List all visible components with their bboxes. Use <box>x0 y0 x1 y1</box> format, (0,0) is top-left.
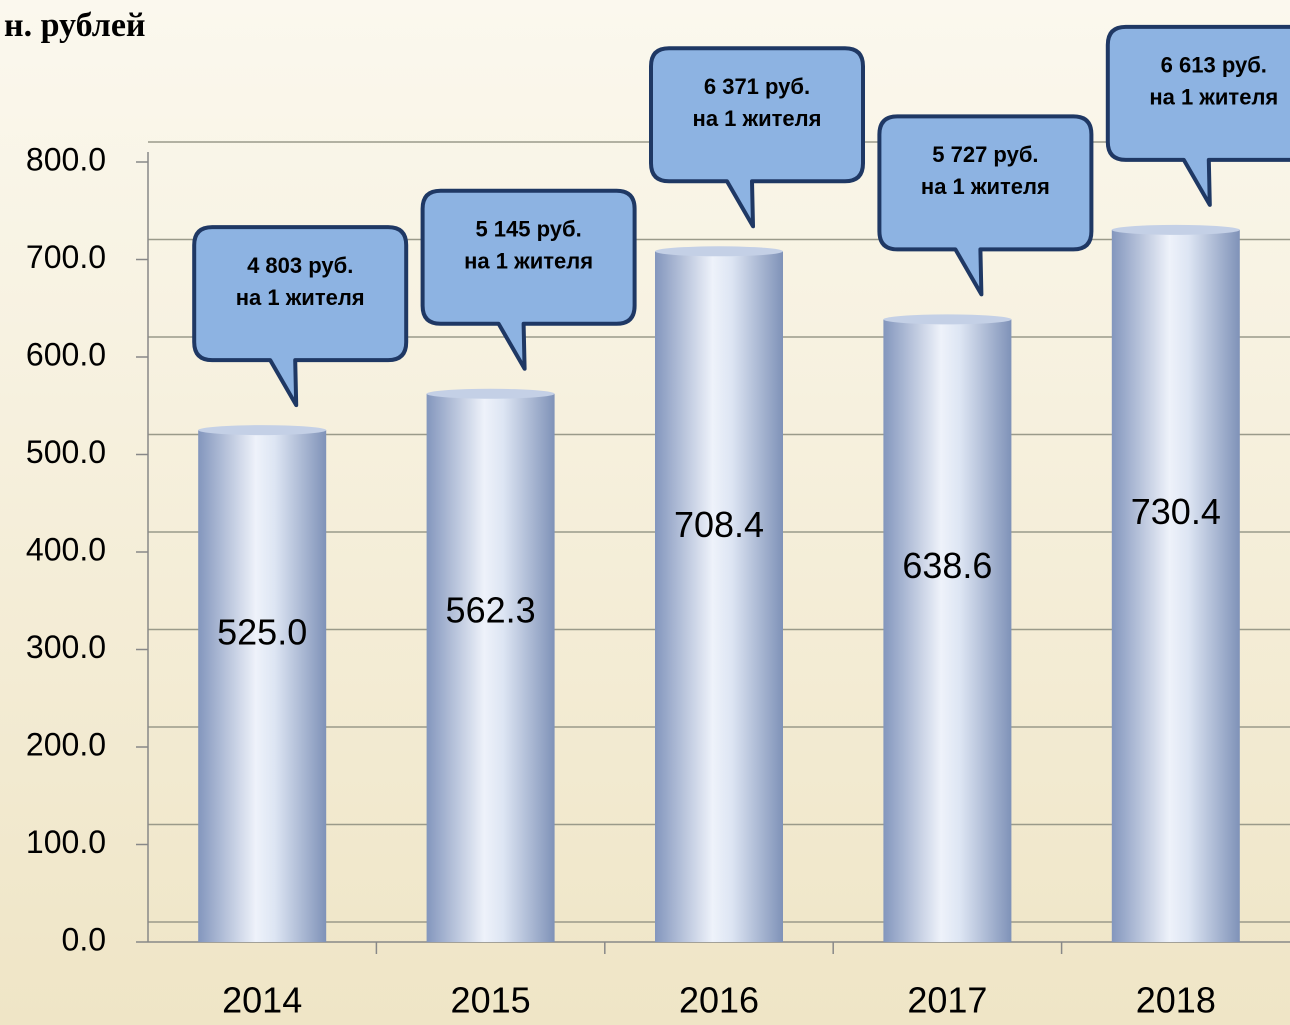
callout <box>420 188 637 371</box>
callout <box>1105 24 1290 207</box>
y-tick-label: 200.0 <box>26 726 106 762</box>
callout-text: на 1 жителя <box>693 106 822 131</box>
bar <box>655 251 783 942</box>
y-tick-label: 100.0 <box>26 824 106 860</box>
value-label: 525.0 <box>217 611 307 652</box>
y-tick-label: 400.0 <box>26 531 106 567</box>
y-tick-label: 800.0 <box>26 141 106 177</box>
bar-top <box>426 388 555 399</box>
bar <box>426 393 555 942</box>
callout <box>192 225 409 408</box>
x-tick-label: 2017 <box>907 980 987 1021</box>
callout <box>649 46 865 229</box>
bar-top <box>198 425 327 436</box>
y-tick-label: 600.0 <box>26 336 106 372</box>
callout-text: на 1 жителя <box>921 174 1050 199</box>
bar <box>883 319 1012 942</box>
callout-text: 5 727 руб. <box>932 142 1038 167</box>
callout-text: на 1 жителя <box>1149 85 1278 110</box>
x-tick-label: 2015 <box>451 980 531 1021</box>
callout-text: на 1 жителя <box>236 285 365 310</box>
chart-title: н. рублей <box>4 7 146 44</box>
value-label: 562.3 <box>446 590 536 631</box>
y-tick-label: 500.0 <box>26 434 106 470</box>
y-tick-label: 0.0 <box>62 921 106 957</box>
x-tick-label: 2014 <box>222 980 302 1021</box>
bar <box>1111 229 1240 943</box>
bar-top <box>655 246 783 257</box>
value-label: 638.6 <box>902 545 992 586</box>
x-tick-label: 2018 <box>1136 980 1216 1021</box>
callout-text: 6 613 руб. <box>1161 53 1267 78</box>
bar-top <box>883 314 1012 325</box>
callout <box>877 114 1094 297</box>
callout-text: на 1 жителя <box>464 249 593 274</box>
x-tick-label: 2016 <box>679 980 759 1021</box>
value-label: 708.4 <box>674 504 764 545</box>
y-tick-label: 700.0 <box>26 239 106 275</box>
callout-text: 4 803 руб. <box>247 253 353 278</box>
bar-top <box>1111 224 1240 235</box>
y-tick-label: 300.0 <box>26 629 106 665</box>
callout-text: 6 371 руб. <box>704 74 810 99</box>
value-label: 730.4 <box>1131 491 1221 532</box>
callout-text: 5 145 руб. <box>475 217 581 242</box>
bar <box>198 430 327 942</box>
